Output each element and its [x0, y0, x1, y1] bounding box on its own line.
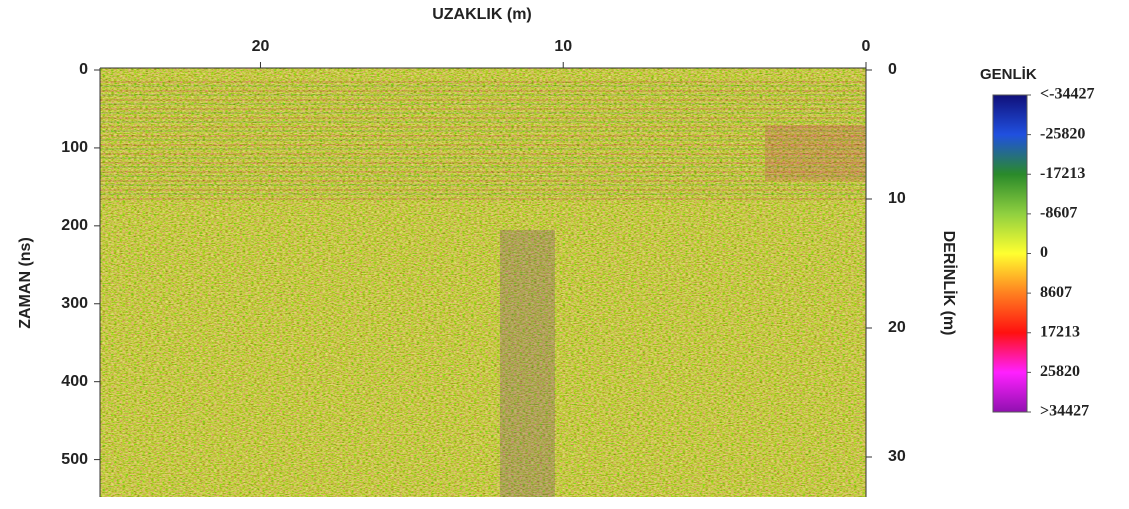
colorbar-tick-label: -17213: [1040, 165, 1085, 182]
colorbar-tick-label: <-34427: [1040, 86, 1094, 103]
plot-area: [100, 68, 866, 497]
x-tick-label: 20: [252, 38, 270, 55]
y2-axis-label: DERİNLİK (m): [940, 231, 958, 336]
colorbar-title: GENLİK: [980, 66, 1037, 83]
colorbar-tick-label: 8607: [1040, 284, 1072, 301]
y2-tick-label: 0: [888, 61, 897, 78]
y-tick-label: 300: [61, 295, 88, 312]
y-tick-label: 0: [79, 61, 88, 78]
x-tick-label: 0: [862, 38, 871, 55]
colorbar-tick-label: -25820: [1040, 125, 1085, 142]
y-axis-label: ZAMAN (ns): [17, 237, 34, 329]
colorbar-tick-label: >34427: [1040, 403, 1089, 420]
colorbar-tick-label: 17213: [1040, 323, 1080, 340]
colorbar: [992, 94, 1028, 413]
colorbar-tick-label: 25820: [1040, 363, 1080, 380]
x-tick-label: 10: [554, 38, 572, 55]
y-tick-label: 500: [61, 451, 88, 468]
y2-tick-label: 20: [888, 319, 906, 336]
radargram-anomaly: [765, 125, 865, 180]
colorbar-tick-label: -8607: [1040, 205, 1077, 222]
x-axis-label: UZAKLIK (m): [432, 6, 532, 23]
y2-tick-label: 30: [888, 448, 906, 465]
radargram-anomaly: [500, 230, 555, 497]
y-tick-label: 200: [61, 217, 88, 234]
y2-tick-label: 10: [888, 190, 906, 207]
colorbar-tick-label: 0: [1040, 244, 1048, 261]
y-tick-label: 400: [61, 373, 88, 390]
radargram-noise: [100, 68, 866, 497]
y-tick-label: 100: [61, 139, 88, 156]
